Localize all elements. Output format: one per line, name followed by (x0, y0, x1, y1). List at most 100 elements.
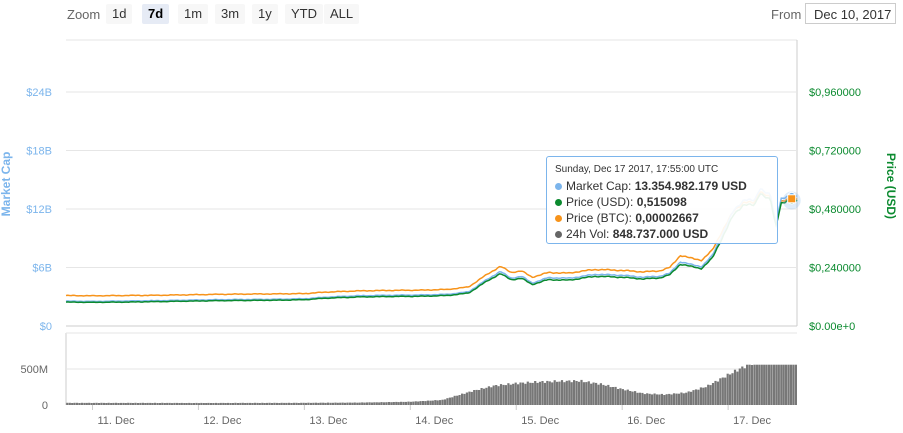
volume-bar (378, 402, 381, 405)
volume-bar (755, 364, 758, 405)
volume-bar (658, 394, 661, 405)
volume-bar (365, 402, 369, 405)
volume-bar (458, 395, 461, 405)
volume-bar (171, 403, 174, 405)
volume-bar (512, 383, 515, 405)
volume-bar (239, 402, 242, 405)
zoom-1y-button[interactable]: 1y (252, 4, 278, 24)
volume-bar (312, 402, 315, 405)
volume-bar (205, 403, 208, 405)
volume-bar (534, 381, 537, 405)
tooltip-date: Sunday, Dec 17 2017, 17:55:00 UTC (555, 164, 719, 175)
volume-bar (731, 373, 734, 405)
volume-bar (443, 399, 447, 405)
zoom-7d-button[interactable]: 7d (142, 4, 170, 24)
volume-bar (317, 402, 320, 405)
volume-bar (249, 402, 252, 405)
volume-bar (670, 394, 673, 405)
tooltip-row-price-btc: Price (BTC): 0,00002667 (555, 210, 769, 226)
x-tick-label: 13. Dec (309, 415, 347, 427)
volume-bar (305, 402, 308, 405)
x-tick-label: 11. Dec (97, 415, 135, 427)
volume-bar (380, 402, 383, 405)
volume-bar (341, 402, 344, 405)
volume-bar (707, 384, 710, 405)
volume-bar (76, 402, 79, 405)
zoom-all-button[interactable]: ALL (324, 4, 360, 24)
volume-bar (587, 381, 590, 405)
volume-bar (326, 402, 330, 405)
volume-bar (397, 402, 400, 405)
volume-bar (621, 389, 624, 405)
volume-bar (704, 387, 707, 405)
volume-bar (300, 402, 303, 405)
from-date-input[interactable]: Dec 10, 2017 (805, 3, 896, 24)
volume-bar (168, 402, 171, 405)
volume-bar (453, 395, 456, 405)
volume-bar (161, 402, 164, 405)
volume-bar (270, 403, 274, 405)
volume-bar (758, 364, 761, 405)
tooltip-value: 848.737.000 USD (612, 227, 709, 241)
from-label: From (771, 7, 802, 22)
volume-bar (624, 390, 627, 405)
volume-bar (236, 403, 239, 405)
volume-bar (690, 391, 693, 405)
left-axis-title: Market Cap (0, 152, 13, 217)
zoom-1m-button[interactable]: 1m (178, 4, 209, 24)
volume-bar (322, 402, 325, 405)
volume-bar (465, 392, 468, 405)
volume-bar (373, 402, 376, 405)
volume-bar (763, 364, 766, 405)
volume-bar (631, 391, 634, 405)
volume-bar (777, 364, 780, 405)
volume-bar (651, 394, 654, 405)
zoom-1d-button[interactable]: 1d (106, 4, 133, 24)
right-tick-label: $0,720000 (809, 146, 861, 158)
x-tick-label: 16. Dec (627, 415, 665, 427)
volume-bar (546, 380, 549, 405)
volume-bar (648, 393, 651, 405)
left-tick-label: $18B (26, 146, 52, 158)
volume-bar (156, 403, 159, 405)
grid-layer (65, 39, 798, 405)
volume-bar (738, 368, 741, 405)
market-cap-dot (555, 183, 562, 190)
volume-bar (302, 402, 305, 405)
volume-bar (139, 402, 142, 405)
volume-bar (655, 394, 659, 405)
tooltip-label: Price (BTC): (566, 211, 632, 225)
volume-bar (461, 393, 464, 405)
volume-bar (336, 402, 339, 405)
left-tick-label: $0 (40, 321, 52, 333)
volume-bar (85, 402, 88, 405)
volume-bar (595, 382, 598, 405)
tooltip-label: 24h Vol: (566, 227, 610, 241)
volume-bar (636, 392, 639, 405)
right-axis-title: Price (USD) (884, 153, 898, 219)
volume-bar (251, 403, 254, 405)
volume-bar (558, 381, 561, 405)
zoom-3m-button[interactable]: 3m (215, 4, 246, 24)
volume-bar (400, 401, 403, 405)
volume-bar (146, 402, 149, 405)
volume-bar (716, 381, 719, 405)
volume-bar (132, 403, 135, 405)
volume-bar (780, 364, 783, 405)
volume-bar (331, 402, 334, 405)
volume-bar (729, 374, 732, 405)
volume-bar (370, 402, 373, 405)
zoom-ytd-button[interactable]: YTD (285, 4, 323, 24)
volume-bar (268, 402, 271, 405)
volume-bar (638, 392, 641, 405)
volume-bar (149, 402, 152, 405)
volume-bar (402, 401, 405, 405)
volume-bar (733, 369, 737, 405)
volume-bar (141, 402, 144, 405)
volume-bar (363, 402, 366, 405)
zoom-label: Zoom (67, 7, 101, 22)
volume-bar (599, 383, 602, 405)
volume-tick-label: 0 (42, 400, 48, 412)
volume-bar (573, 380, 576, 405)
volume-bar (117, 403, 120, 405)
